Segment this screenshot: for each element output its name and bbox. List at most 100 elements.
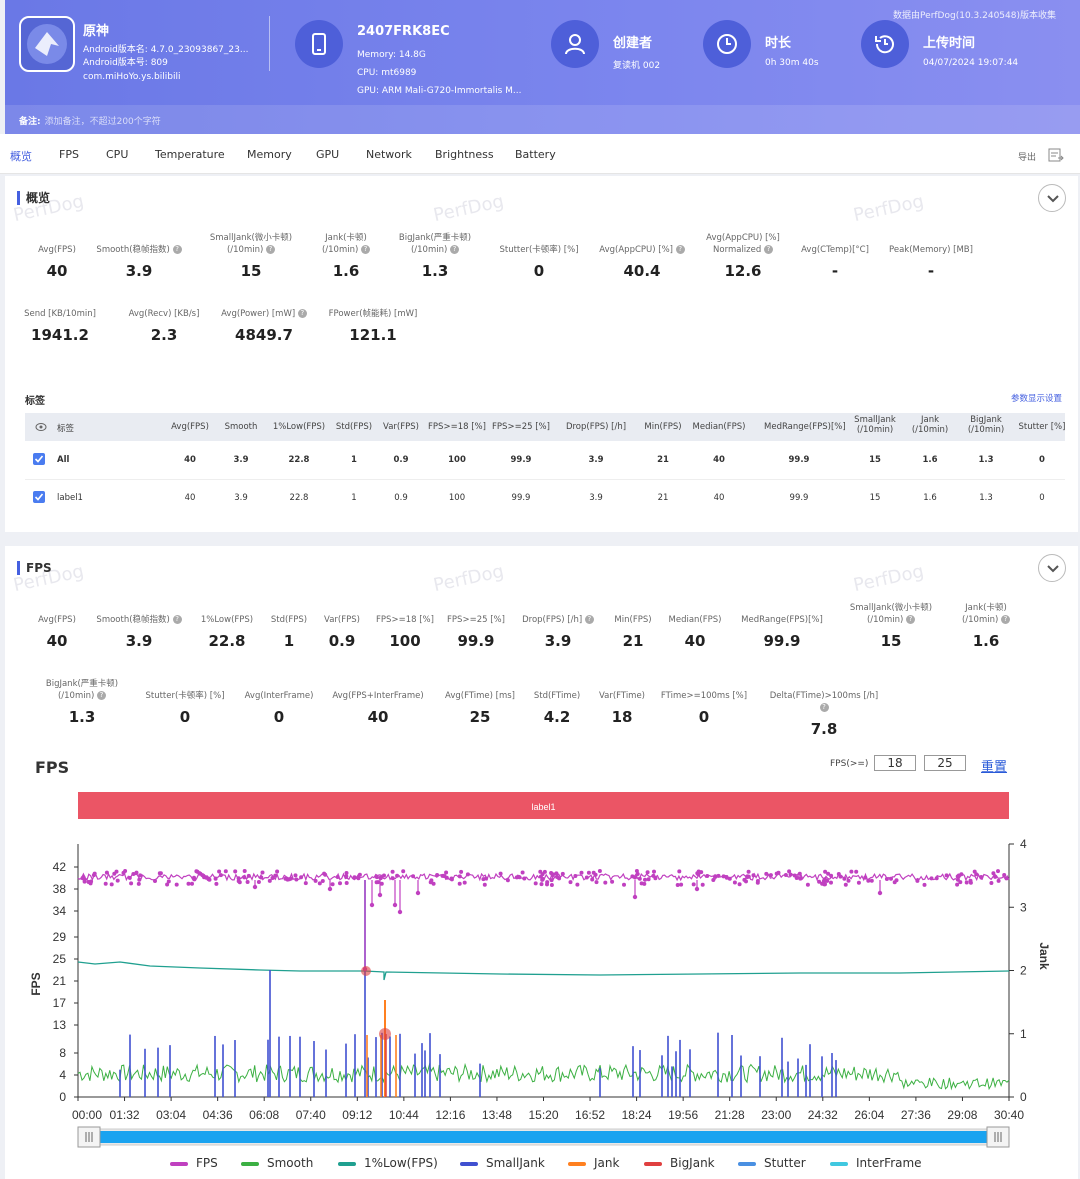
help-icon[interactable]: ? [819,703,829,712]
fps-point [989,881,994,885]
y2-tick-label: 1 [1020,1027,1027,1041]
metric-label: Var(FPS) [324,615,360,625]
fps-threshold-2-input[interactable]: 25 [924,755,966,771]
help-icon[interactable]: ? [1001,615,1011,624]
zoom-slider-range[interactable] [88,1131,999,1143]
legend-item-jank[interactable]: Jank [568,1156,619,1170]
y-axis-label: FPS [29,972,43,995]
fps-point [520,870,525,875]
tab-overview[interactable]: 概览 [10,150,32,163]
fps-point [327,886,333,892]
fps-point [805,882,810,887]
y-tick-label: 17 [53,996,67,1010]
row-checkbox[interactable] [33,453,45,465]
legend-item-smalljank[interactable]: SmallJank [460,1156,545,1170]
fps-point [877,890,883,896]
label-band[interactable] [78,792,1009,819]
fps-title: FPS [17,561,52,575]
note-bar[interactable]: 备注: 添加备注，不超过200个字符 [5,105,1080,134]
tab-brightness[interactable]: Brightness [435,148,494,161]
fps-threshold-1-input[interactable]: 18 [874,755,916,771]
metric-value: 3.9 [125,262,153,280]
help-icon[interactable]: ? [584,615,594,624]
fps-point [849,869,854,874]
fps-point [788,872,793,877]
legend-item-1-low-fps-[interactable]: 1%Low(FPS) [338,1156,438,1170]
metric-value: 3.9 [544,632,572,650]
legend-item-stutter[interactable]: Stutter [738,1156,806,1170]
column-header: Avg(FPS) [171,422,209,432]
collapse-button[interactable] [1038,184,1066,212]
metric-value: 7.8 [810,720,838,738]
row-checkbox[interactable] [33,491,45,503]
tab-network[interactable]: Network [366,148,412,161]
tab-cpu[interactable]: CPU [106,148,129,161]
fps-point [711,878,716,882]
help-icon[interactable]: ? [172,615,182,624]
table-cell: 3.9 [234,493,248,503]
help-icon[interactable]: ? [906,615,916,624]
settings-link[interactable]: 参数显示设置 [1010,394,1062,404]
fps-point [374,875,379,880]
fps-point [863,875,868,880]
fps-point [377,892,383,898]
x-tick-label: 09:12 [342,1108,372,1122]
x-tick-label: 07:40 [296,1108,326,1122]
fps-card: PerfDog PerfDog PerfDog FPS Avg(FPS) 40 Sm… [5,546,1078,1179]
help-icon[interactable]: ? [97,691,107,700]
fps-point [774,871,779,876]
column-header: FPS>=18 [%] [428,422,486,432]
table-cell: 99.9 [788,455,810,465]
metric-value: 40 [684,632,706,650]
column-header: Drop(FPS) [/h] [565,422,627,432]
fps-point [958,880,963,885]
tab-gpu[interactable]: GPU [316,148,340,161]
legend-item-bigjank[interactable]: BigJank [644,1156,715,1170]
fps-point [545,880,550,885]
legend-item-fps[interactable]: FPS [170,1156,218,1170]
legend-item-interframe[interactable]: InterFrame [830,1156,922,1170]
fps-point [533,881,538,886]
eye-icon[interactable] [35,422,47,432]
help-icon[interactable]: ? [450,245,460,254]
tab-memory[interactable]: Memory [247,148,292,161]
fps-point [303,881,308,886]
help-icon[interactable]: ? [763,245,773,254]
fps-point [245,880,250,884]
help-icon[interactable]: ? [266,245,276,254]
help-icon[interactable]: ? [361,245,371,254]
metric-value: 1941.2 [31,326,89,344]
fps-point [996,869,1000,874]
tab-fps[interactable]: FPS [59,148,79,161]
export-icon[interactable] [1048,147,1064,166]
metric-fps>=25: FPS>=25 [%] 99.9 [426,602,526,650]
legend-swatch [338,1161,356,1166]
help-icon[interactable]: ? [297,309,307,318]
help-icon[interactable]: ? [675,245,685,254]
legend-item-smooth[interactable]: Smooth [241,1156,313,1170]
metric-var: Var(FTime) 18 [562,678,682,726]
collapse-button[interactable] [1038,554,1066,582]
fps-point [646,877,651,882]
legend-label: Jank [594,1156,620,1170]
fps-point [390,876,395,881]
help-icon[interactable]: ? [172,245,182,254]
fps-point [610,879,615,884]
table-cell: 3.9 [233,455,249,465]
fps-point [242,875,247,880]
note-input[interactable]: 添加备注，不超过200个字符 [44,117,161,127]
tab-temperature[interactable]: Temperature [155,148,225,161]
metric-send: Send [KB/10min] 1941.2 [0,296,120,344]
export-button[interactable]: 导出 [1017,153,1036,163]
column-header: SmallJank (/10min) [854,415,896,435]
fps-point [376,880,381,885]
tab-battery[interactable]: Battery [515,148,556,161]
reset-link[interactable]: 重置 [981,760,1008,775]
fps-point [768,873,773,878]
table-cell: 1.3 [979,493,993,503]
table-cell: 40 [713,455,725,465]
y-tick-label: 25 [53,952,67,966]
fps-point [138,873,143,878]
fps-point [700,882,705,887]
